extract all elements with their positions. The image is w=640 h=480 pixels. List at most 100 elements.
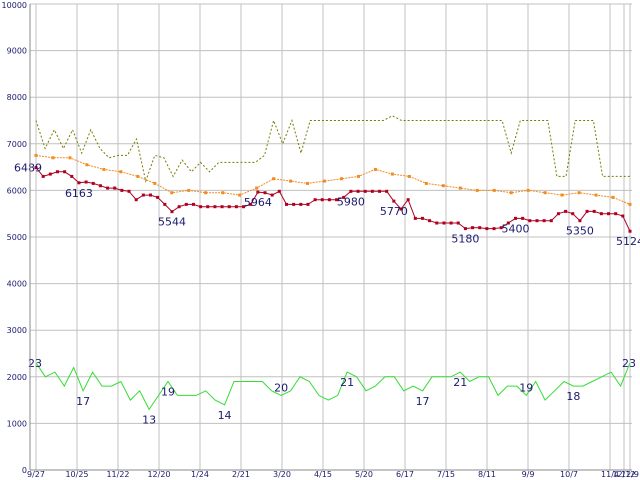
y-tick-label: 1000 (7, 419, 27, 428)
series-layer (34, 115, 632, 411)
price-point (270, 193, 274, 197)
data-label-price: 5980 (337, 195, 365, 208)
y-tick-label: 7000 (7, 140, 27, 149)
x-tick-label: 3/20 (273, 470, 291, 479)
avg_short-point (85, 163, 89, 167)
avg_short-point (560, 193, 564, 197)
avg_short-point (323, 179, 327, 183)
avg_short-point (339, 177, 343, 181)
x-tick-label: 12/9 (621, 470, 639, 479)
price-line (35, 167, 631, 232)
avg_short-point (492, 188, 496, 192)
price-point (471, 226, 475, 230)
price-point (607, 212, 611, 216)
avg_short-point (187, 188, 191, 192)
x-tick-label: 11/4 (601, 470, 619, 479)
price-point (70, 174, 74, 178)
price-point (628, 229, 632, 233)
volume-line (35, 362, 631, 411)
price-point (206, 205, 210, 209)
avg_short-point (458, 186, 462, 190)
price-point (163, 202, 167, 206)
price-point (614, 212, 618, 216)
price-point (370, 189, 374, 193)
avg_short-point (170, 191, 174, 195)
price-point (120, 188, 124, 192)
price-point (77, 181, 81, 185)
price-point (435, 221, 439, 225)
x-tick-label: 12/12 (612, 470, 635, 479)
price-point (63, 170, 67, 174)
avg_short-point (238, 193, 242, 197)
price-point (385, 189, 389, 193)
avg_short-point (407, 174, 411, 178)
data-label-price: 5544 (158, 216, 186, 229)
price-point (506, 221, 510, 225)
data-label-volume: 19 (161, 385, 175, 398)
price-point (299, 202, 303, 206)
price-point (585, 209, 589, 213)
x-tick-label: 6/17 (396, 470, 414, 479)
price-point (428, 219, 432, 223)
avg_short-point (526, 188, 530, 192)
price-point (378, 189, 382, 193)
price-point (599, 212, 603, 216)
y-tick-label: 9000 (7, 47, 27, 56)
price-point (406, 198, 410, 202)
price-point (521, 216, 525, 220)
avg_short-point (68, 156, 72, 160)
price-point (363, 189, 367, 193)
price-point (170, 210, 174, 214)
data-labels: 6489 6163 5544 5964 5980 5770 5180 5400 5350 5124… (14, 162, 640, 427)
avg_short-point (390, 172, 394, 176)
price-point (485, 227, 489, 231)
price-point (356, 189, 360, 193)
y-tick-label: 0 (22, 466, 27, 475)
price-point (578, 219, 582, 223)
price-point (199, 205, 203, 209)
price-point (213, 205, 217, 209)
avg_short-point (373, 167, 377, 171)
price-point (256, 190, 260, 194)
x-tick-label: 1/24 (191, 470, 209, 479)
price-point (306, 202, 310, 206)
data-label-volume: 17 (416, 395, 430, 408)
price-point (48, 172, 52, 176)
avg_short-point (34, 153, 38, 157)
x-tick-label: 7/15 (437, 470, 455, 479)
price-point (106, 186, 110, 190)
price-point (478, 226, 482, 230)
price-point (41, 174, 45, 178)
y-tick-label: 3000 (7, 326, 27, 335)
price-point (249, 202, 253, 206)
avg_short-point (611, 195, 615, 199)
data-label-volume: 23 (622, 357, 636, 370)
y-tick-label: 4000 (7, 280, 27, 289)
y-tick-label: 8000 (7, 93, 27, 102)
x-tick-label: 5/20 (355, 470, 373, 479)
avg_short-point (102, 167, 106, 171)
avg_short-point (51, 156, 55, 160)
price-point (34, 166, 38, 170)
avg_short-point (119, 170, 123, 174)
price-point (177, 205, 181, 209)
price-point (492, 227, 496, 231)
price-point (442, 221, 446, 225)
data-label-price: 5124 (616, 235, 640, 248)
price-point (399, 207, 403, 211)
avg_short-point (221, 191, 225, 195)
price-point (556, 212, 560, 216)
avg_short-line (35, 154, 631, 205)
data-label-price: 6489 (14, 162, 42, 175)
price-point (392, 199, 396, 203)
avg_short-point (153, 181, 157, 185)
data-label-volume: 20 (274, 381, 288, 394)
price-point (564, 209, 568, 213)
price-point (571, 212, 575, 216)
avg_short-point (509, 191, 513, 195)
x-tick-label: 10/7 (560, 470, 578, 479)
data-label-volume: 14 (218, 409, 232, 422)
price-point (263, 191, 267, 195)
y-tick-label: 2000 (7, 373, 27, 382)
